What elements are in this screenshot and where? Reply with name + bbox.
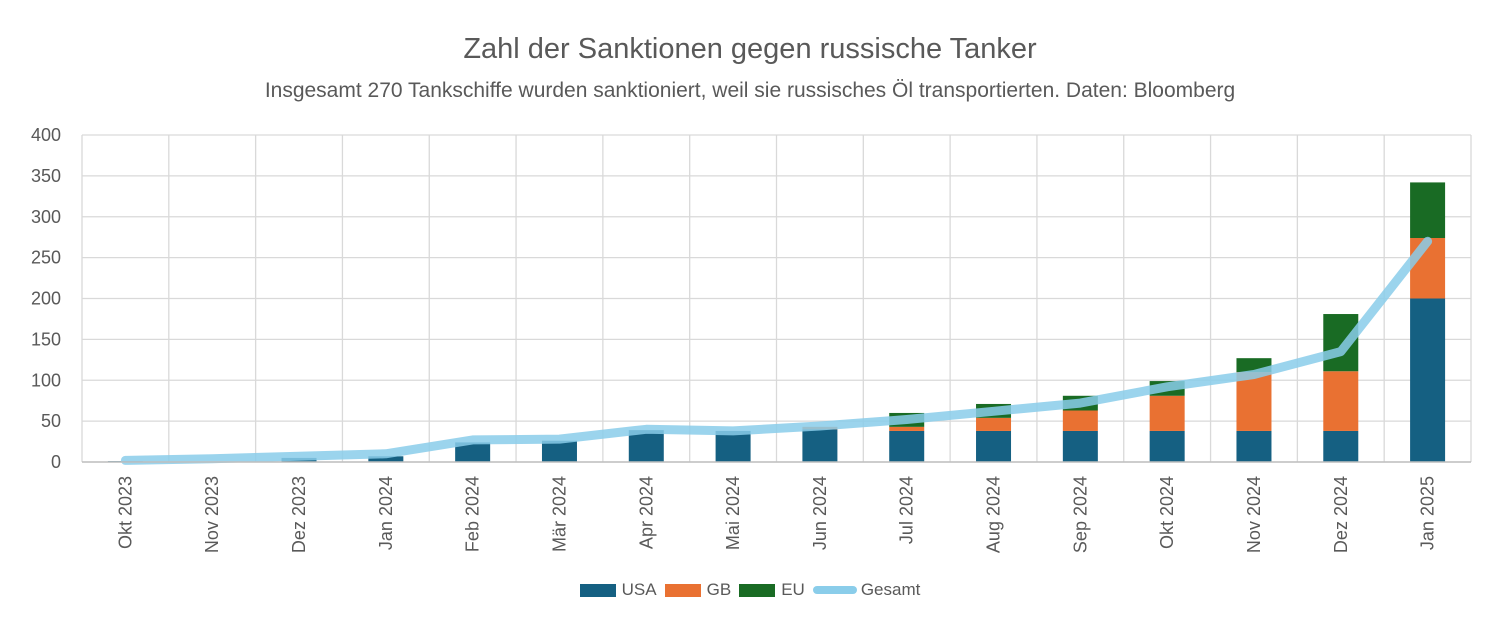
legend-swatch-gesamt: [812, 586, 857, 594]
legend-swatch-eu: [739, 583, 776, 597]
y-tick-label: 100: [31, 370, 61, 390]
bar-usa: [455, 442, 491, 462]
bar-usa: [628, 430, 664, 462]
bar-gb: [1062, 410, 1098, 431]
y-tick-label: 200: [31, 289, 61, 309]
bar-usa: [1149, 430, 1185, 462]
bar-usa: [976, 430, 1012, 462]
bar-usa: [1410, 298, 1446, 462]
bar-gb: [1323, 371, 1359, 431]
legend-item-gesamt: Gesamt: [812, 580, 921, 600]
legend-item-gb: GB: [664, 580, 732, 600]
x-tick-label: Aug 2024: [984, 476, 1004, 553]
bar-usa: [1062, 430, 1098, 462]
bar-usa: [1236, 430, 1272, 462]
bar-usa: [1323, 430, 1359, 462]
x-tick-label: Dez 2024: [1331, 476, 1351, 553]
legend-swatch-usa: [579, 583, 616, 597]
x-tick-label: Dez 2023: [289, 476, 309, 553]
x-tick-label: Mai 2024: [723, 476, 743, 550]
x-tick-label: Jul 2024: [897, 476, 917, 544]
bar-series: [107, 182, 1446, 462]
bar-usa: [368, 456, 404, 462]
x-tick-label: Okt 2023: [115, 476, 135, 549]
bar-gb: [1236, 372, 1272, 431]
bar-eu: [1410, 182, 1446, 239]
x-tick-label: Nov 2023: [202, 476, 222, 553]
bar-gb: [889, 426, 925, 431]
bar-gb: [1149, 395, 1185, 431]
y-tick-label: 50: [41, 411, 61, 431]
x-tick-label: Okt 2024: [1157, 476, 1177, 549]
y-axis: 0 50 100 150 200 250 300 350 400: [31, 125, 61, 472]
y-tick-label: 250: [31, 248, 61, 268]
total-line: [120, 236, 1433, 465]
y-tick-label: 300: [31, 207, 61, 227]
legend-label-gesamt: Gesamt: [860, 580, 921, 599]
legend-item-eu: EU: [739, 580, 805, 600]
bar-usa: [715, 430, 751, 462]
x-tick-label: Nov 2024: [1244, 476, 1264, 553]
x-tick-label: Jan 2025: [1418, 476, 1438, 550]
legend-label-eu: EU: [781, 580, 805, 599]
chart-subtitle: Insgesamt 270 Tankschiffe wurden sanktio…: [264, 79, 1236, 102]
y-tick-label: 400: [31, 125, 61, 145]
y-tick-label: 0: [51, 452, 61, 472]
legend-item-usa: USA: [579, 580, 657, 600]
bar-usa: [802, 429, 838, 462]
x-tick-label: Apr 2024: [636, 476, 656, 549]
x-axis: Okt 2023 Nov 2023 Dez 2023 Jan 2024 Feb 2024…: [82, 461, 1471, 553]
x-tick-label: Mär 2024: [549, 476, 569, 552]
line-gesamt: [120, 236, 1433, 465]
bar-usa: [889, 430, 925, 462]
x-tick-label: Feb 2024: [463, 476, 483, 552]
legend-label-gb: GB: [706, 580, 732, 599]
legend-swatch-gb: [664, 583, 701, 597]
legend: USA GB EU Gesamt: [0, 580, 1500, 600]
y-tick-label: 350: [31, 166, 61, 186]
x-tick-label: Jun 2024: [810, 476, 830, 550]
chart-title: Zahl der Sanktionen gegen russische Tank…: [463, 33, 1037, 65]
x-tick-label: Sep 2024: [1070, 476, 1090, 553]
bar-usa: [541, 440, 577, 462]
bar-gb: [976, 417, 1012, 431]
legend-label-usa: USA: [621, 580, 657, 599]
x-tick-label: Jan 2024: [376, 476, 396, 550]
y-tick-label: 150: [31, 329, 61, 349]
